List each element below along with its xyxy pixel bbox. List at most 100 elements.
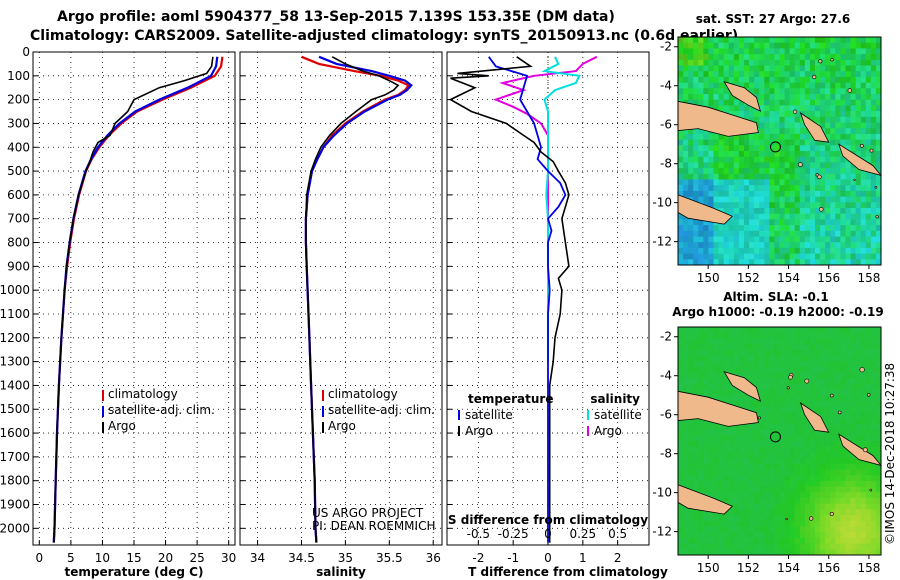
- map-cell: [733, 537, 740, 544]
- map-cell: [764, 151, 770, 158]
- map-cell: [759, 395, 765, 402]
- map-cell: [703, 344, 709, 351]
- map-cell: [794, 355, 801, 362]
- map-cell: [749, 503, 755, 510]
- series-line-s-satellite: [541, 56, 581, 362]
- map-cell: [820, 446, 826, 453]
- map-cell: [830, 338, 836, 345]
- map-cell: [693, 133, 699, 140]
- map-cell: [875, 88, 882, 95]
- map-cell: [728, 71, 735, 78]
- map-cell: [754, 378, 760, 385]
- map-cell: [764, 208, 770, 215]
- map-cell: [733, 469, 740, 476]
- map-cell: [815, 156, 821, 163]
- map-cell: [875, 423, 882, 430]
- map-cell: [855, 327, 862, 334]
- map-cell: [860, 219, 867, 226]
- map-cell: [738, 230, 745, 237]
- map-cell: [850, 133, 857, 140]
- map-cell: [733, 549, 740, 556]
- map-cell: [718, 543, 725, 550]
- map-cell: [713, 332, 719, 339]
- map-cell: [809, 389, 816, 396]
- map-cell: [693, 418, 699, 425]
- map-cell: [738, 389, 745, 396]
- map-cell: [713, 82, 719, 89]
- map-cell: [728, 395, 735, 402]
- map-cell: [743, 532, 750, 539]
- map-cell: [754, 162, 760, 169]
- map-cell: [678, 54, 684, 61]
- map-cell: [759, 82, 765, 89]
- map-cell: [815, 503, 821, 510]
- map-cell: [738, 111, 745, 118]
- map-cell: [860, 105, 867, 112]
- map-cell: [855, 366, 862, 373]
- map-cell: [764, 185, 770, 192]
- map-cell: [703, 532, 709, 539]
- map-cell: [774, 463, 780, 470]
- map-cell: [860, 59, 867, 66]
- map-cell: [779, 111, 785, 118]
- map-cell: [855, 54, 862, 61]
- map-cell: [764, 37, 770, 44]
- series-line-argo: [305, 56, 400, 543]
- map-cell: [855, 509, 862, 516]
- map-cell: [809, 344, 816, 351]
- map-cell: [754, 327, 760, 334]
- map-cell: [784, 196, 791, 203]
- map-cell: [708, 372, 714, 379]
- map-cell: [815, 99, 821, 106]
- map-cell: [733, 236, 740, 243]
- map-cell: [759, 213, 765, 220]
- map-cell: [713, 253, 719, 260]
- map-cell: [799, 133, 806, 140]
- map-cell: [784, 208, 791, 215]
- map-cell: [784, 128, 791, 135]
- map-cell: [875, 543, 882, 550]
- map-cell: [698, 82, 704, 89]
- map-x-tick-label: 156: [817, 561, 840, 575]
- map-cell: [723, 54, 730, 61]
- map-cell: [698, 469, 704, 476]
- map-cell: [759, 88, 765, 95]
- map-cell: [845, 65, 851, 72]
- map-cell: [865, 441, 872, 448]
- map-cell: [708, 384, 714, 391]
- map-cell: [774, 76, 780, 83]
- map-cell: [754, 480, 760, 487]
- map-cell: [723, 515, 730, 522]
- map-cell: [825, 543, 831, 550]
- map-cell: [774, 219, 780, 226]
- map-cell: [733, 327, 740, 334]
- map-cell: [733, 196, 740, 203]
- map-cell: [688, 463, 694, 470]
- map-cell: [678, 475, 684, 482]
- map-cell: [794, 429, 801, 436]
- map-cell: [708, 219, 714, 226]
- map-cell: [759, 173, 765, 180]
- map-cell: [815, 509, 821, 516]
- map-cell: [698, 65, 704, 72]
- map-cell: [713, 469, 719, 476]
- map-cell: [703, 253, 709, 260]
- map-cell: [678, 162, 684, 169]
- map-cell: [759, 65, 765, 72]
- map-cell: [820, 179, 826, 186]
- map-cell: [815, 151, 821, 158]
- map-cell: [688, 332, 694, 339]
- map-cell: [825, 71, 831, 78]
- map-cell: [875, 332, 882, 339]
- map-cell: [799, 37, 806, 44]
- map-cell: [784, 185, 791, 192]
- map-cell: [784, 76, 791, 83]
- map-cell: [759, 332, 765, 339]
- map-cell: [840, 116, 846, 123]
- map-cell: [815, 515, 821, 522]
- map-cell: [743, 395, 750, 402]
- map-cell: [733, 99, 740, 106]
- map-cell: [875, 65, 882, 72]
- map-cell: [738, 520, 745, 527]
- map-cell: [815, 179, 821, 186]
